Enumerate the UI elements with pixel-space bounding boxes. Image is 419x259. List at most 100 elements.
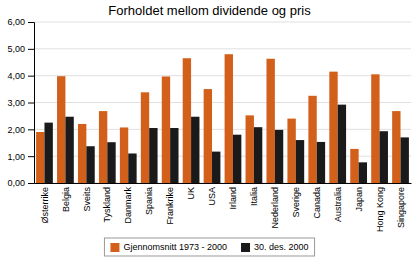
bar	[107, 142, 115, 183]
bar	[317, 142, 325, 183]
legend: Gjennomsnitt 1973 - 2000 30. des. 2000	[104, 238, 314, 256]
bar	[57, 76, 65, 183]
x-tick-label: Sveits	[82, 187, 92, 212]
x-tick: Tyskland	[102, 187, 112, 223]
x-tick: Italia	[249, 187, 259, 206]
x-tick-label: Tyskland	[102, 187, 112, 223]
bar	[78, 124, 86, 183]
bar	[233, 135, 241, 183]
legend-label: 30. des. 2000	[254, 242, 309, 252]
y-axis-line	[28, 23, 35, 184]
x-tick: Irland	[228, 187, 238, 210]
grid-line	[34, 129, 411, 130]
bar	[225, 54, 233, 183]
grid	[34, 22, 411, 183]
x-tick-label: Irland	[228, 187, 238, 210]
y-tick-mark	[28, 22, 34, 23]
x-tick-label: Italia	[249, 187, 259, 206]
series	[36, 54, 400, 183]
title: Forholdet mellom dividende og pris	[108, 3, 311, 18]
bar	[65, 117, 73, 183]
x-tick-label: Canada	[312, 187, 322, 219]
bar	[170, 128, 178, 183]
bar	[36, 132, 44, 183]
y-tick-label: 4,00	[7, 71, 25, 81]
x-tick-label: Nederland	[270, 187, 280, 229]
x-axis: Østerrike Belgia Sveits Tyskland Danmark Span…	[35, 184, 412, 233]
bar	[287, 119, 295, 183]
bar	[204, 89, 212, 183]
x-tick: Østerrike	[40, 187, 50, 224]
x-tick: Nederland	[270, 187, 280, 229]
x-tick-label: Sverige	[291, 187, 301, 218]
bar	[246, 115, 254, 183]
bar	[149, 128, 157, 183]
legend-frame	[104, 238, 314, 256]
y-tick-label: 5,00	[7, 44, 25, 54]
y-tick-label: 0,00	[7, 178, 25, 188]
bar	[266, 59, 274, 183]
series	[44, 105, 408, 183]
y-tick-label: 6,00	[7, 17, 25, 27]
y-tick-mark	[28, 49, 34, 50]
x-tick-label: Belgia	[61, 187, 71, 212]
x-axis-line	[35, 183, 412, 184]
bar	[183, 58, 191, 183]
bar	[99, 111, 107, 183]
legend-swatch	[110, 243, 119, 252]
x-tick-label: Australia	[333, 187, 343, 222]
bar	[401, 137, 409, 183]
y-tick: 4,00	[7, 71, 34, 81]
bar	[359, 162, 367, 183]
y-tick: 2,00	[7, 125, 34, 135]
legend-item: Gjennomsnitt 1973 - 2000	[110, 242, 227, 252]
x-tick-label: UK	[186, 187, 196, 200]
x-tick: Frankrike	[165, 187, 175, 225]
x-tick-label: Danmark	[123, 187, 133, 224]
legend-item: 30. des. 2000	[241, 242, 309, 252]
x-tick-label: Singapore	[396, 187, 406, 228]
bar	[86, 146, 94, 183]
x-tick-label: USA	[207, 187, 217, 206]
legend-label: Gjennomsnitt 1973 - 2000	[123, 242, 227, 252]
bar	[191, 117, 199, 183]
y-axis: 0,00 1,00 2,00 3,00 4,00 5,00 6,00	[7, 17, 34, 188]
y-tick-mark	[28, 183, 34, 184]
y-tick-mark	[28, 103, 34, 104]
y-tick: 1,00	[7, 152, 34, 162]
bar	[296, 140, 304, 183]
y-tick: 5,00	[7, 44, 34, 54]
grid-line	[34, 102, 411, 103]
x-tick-label: Japan	[354, 187, 364, 212]
legend-swatch	[241, 243, 250, 252]
x-tick: Canada	[312, 187, 322, 219]
x-tick: Singapore	[396, 187, 406, 228]
x-tick: Danmark	[123, 187, 133, 224]
bar	[392, 111, 400, 183]
grid-line	[34, 75, 411, 76]
bar	[44, 123, 52, 183]
bar	[128, 153, 136, 183]
x-tick: Sverige	[291, 187, 301, 218]
bar	[141, 92, 149, 183]
y-tick-mark	[28, 156, 34, 157]
bar	[162, 76, 170, 183]
grid-line	[34, 22, 411, 23]
x-tick-label: Østerrike	[40, 187, 50, 224]
x-tick-label: Spania	[144, 187, 154, 215]
y-tick-label: 1,00	[7, 152, 25, 162]
bar	[275, 130, 283, 183]
bar	[371, 74, 379, 183]
y-tick: 0,00	[7, 178, 34, 188]
x-tick: Sveits	[82, 187, 92, 212]
y-tick: 3,00	[7, 98, 34, 108]
grid-line	[34, 48, 411, 49]
bar	[350, 149, 358, 183]
x-tick: Australia	[333, 187, 343, 222]
x-tick: USA	[207, 187, 217, 206]
bar	[380, 131, 388, 183]
y-tick-label: 2,00	[7, 125, 25, 135]
x-tick-label: Frankrike	[165, 187, 175, 225]
bar	[338, 105, 346, 183]
bar	[254, 127, 262, 183]
